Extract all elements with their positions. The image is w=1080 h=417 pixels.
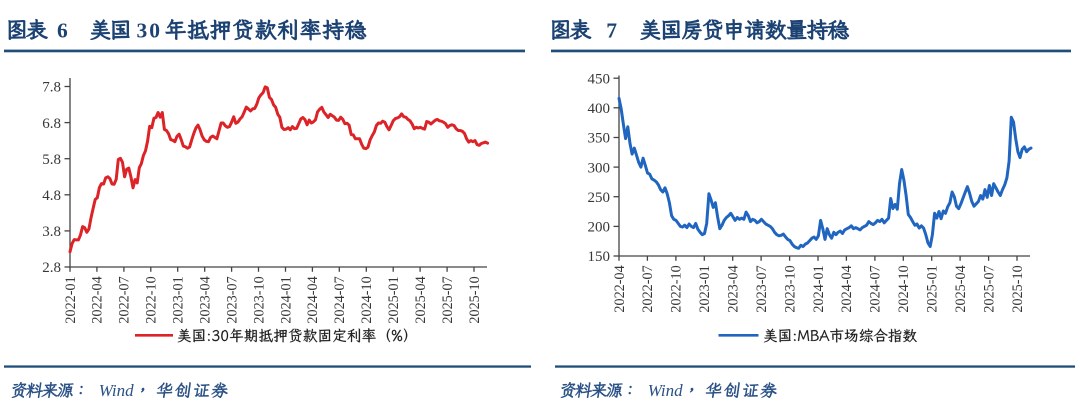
svg-text:2022-10: 2022-10	[144, 276, 160, 323]
svg-text:2024-10: 2024-10	[359, 276, 375, 323]
svg-text:5.8: 5.8	[42, 152, 61, 168]
svg-text:2024-07: 2024-07	[868, 265, 884, 312]
svg-text:3.8: 3.8	[42, 224, 61, 240]
svg-text:2023-04: 2023-04	[198, 276, 214, 323]
svg-text:350: 350	[588, 131, 611, 147]
svg-text:6.8: 6.8	[42, 116, 61, 132]
svg-text:2023-01: 2023-01	[171, 276, 187, 323]
svg-text:2025-01: 2025-01	[925, 265, 941, 312]
svg-text:2024-10: 2024-10	[896, 265, 912, 312]
svg-text:2022-01: 2022-01	[63, 276, 79, 323]
svg-text:2024-01: 2024-01	[278, 276, 294, 323]
svg-text:400: 400	[588, 101, 611, 117]
svg-text:2023-01: 2023-01	[697, 265, 713, 312]
svg-text:2.8: 2.8	[42, 260, 61, 276]
svg-text:2025-07: 2025-07	[440, 276, 456, 323]
svg-text:2024-04: 2024-04	[305, 276, 321, 323]
svg-text:2025-04: 2025-04	[413, 276, 429, 323]
svg-text:250: 250	[588, 190, 611, 206]
svg-text:6: 6	[57, 18, 68, 42]
svg-text:2025-10: 2025-10	[467, 276, 483, 323]
svg-text:7.8: 7.8	[42, 80, 61, 96]
svg-text:2023-07: 2023-07	[224, 276, 240, 323]
svg-text:7: 7	[606, 18, 617, 42]
svg-text:150: 150	[588, 249, 611, 265]
svg-text:30: 30	[137, 18, 163, 42]
svg-text:2022-07: 2022-07	[117, 276, 133, 323]
svg-text:2024-04: 2024-04	[839, 265, 855, 312]
svg-text:2023-07: 2023-07	[754, 265, 770, 312]
svg-text:2023-10: 2023-10	[782, 265, 798, 312]
svg-text:2025-04: 2025-04	[953, 265, 969, 312]
svg-text:2024-07: 2024-07	[332, 276, 348, 323]
svg-text:2022-10: 2022-10	[669, 265, 685, 312]
svg-text:300: 300	[588, 160, 611, 176]
svg-text:2023-04: 2023-04	[726, 265, 742, 312]
svg-text:2025-07: 2025-07	[981, 265, 997, 312]
svg-text:2022-04: 2022-04	[90, 276, 106, 323]
svg-text:200: 200	[588, 220, 611, 236]
svg-text:2022-07: 2022-07	[640, 265, 656, 312]
svg-text:2023-10: 2023-10	[251, 276, 267, 323]
svg-text:450: 450	[588, 71, 611, 87]
svg-text:2022-04: 2022-04	[612, 265, 628, 312]
svg-text:2024-01: 2024-01	[811, 265, 827, 312]
svg-text:4.8: 4.8	[42, 188, 61, 204]
svg-text:Wind: Wind	[99, 381, 134, 400]
svg-text:2025-01: 2025-01	[386, 276, 402, 323]
svg-text:2025-10: 2025-10	[1010, 265, 1026, 312]
svg-text:Wind: Wind	[648, 381, 683, 400]
